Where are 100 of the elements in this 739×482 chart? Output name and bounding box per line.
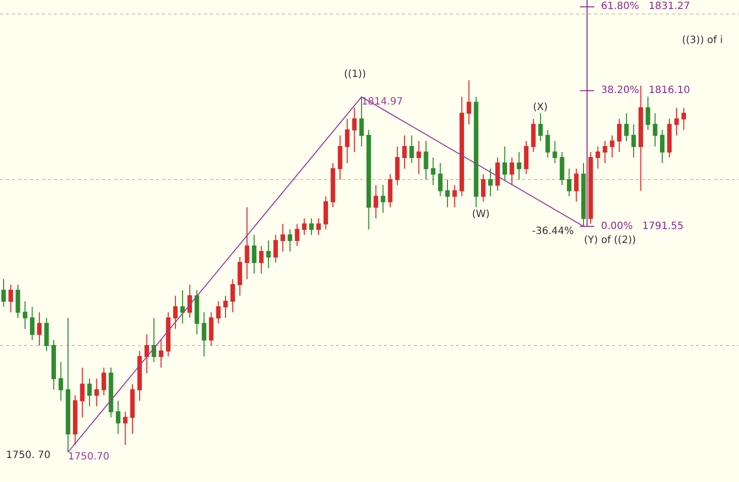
annotation: -36.44% <box>532 226 574 237</box>
candlestick <box>187 284 192 318</box>
candlestick <box>617 118 622 153</box>
candlestick <box>152 317 156 363</box>
candlestick <box>681 107 686 130</box>
candlestick <box>44 317 49 352</box>
candlestick <box>30 306 34 340</box>
candlestick <box>244 206 250 280</box>
candlestick <box>366 129 371 230</box>
candlestick <box>216 300 221 324</box>
candlestick <box>238 256 242 296</box>
annotation: ((3)) of i <box>682 35 723 46</box>
candlestick <box>409 134 414 164</box>
candlestick <box>8 284 13 313</box>
candlestick <box>424 140 428 180</box>
candlestick <box>588 152 593 224</box>
annotation: 1750. 70 <box>6 450 51 461</box>
candlestick <box>596 146 600 170</box>
candlestick <box>344 118 350 164</box>
candlestick <box>488 168 493 197</box>
candlestick <box>631 124 636 158</box>
candlestick <box>430 157 436 186</box>
candlestick <box>330 162 336 208</box>
candlestick <box>545 129 550 158</box>
candlestick <box>402 134 407 170</box>
candlestick <box>388 174 392 208</box>
candlestick <box>374 184 378 219</box>
candlestick <box>560 152 564 186</box>
candlestick <box>316 218 321 236</box>
candlestick <box>524 140 528 175</box>
candlestick <box>452 184 457 208</box>
ref-line-label: 38.20% 1816.10 <box>601 85 690 96</box>
candlestick <box>624 112 629 142</box>
candlestick <box>566 168 572 197</box>
candlestick <box>531 118 536 153</box>
candlestick <box>581 162 586 227</box>
data-label: 1750.70 <box>68 452 110 463</box>
ref-line-label: 0.00% 1791.55 <box>601 221 684 232</box>
candlestick <box>58 362 64 402</box>
candlestick <box>652 112 658 147</box>
candlestick <box>266 240 271 269</box>
annotation: (W) <box>472 209 490 220</box>
annotation: (Y) of ((2)) <box>584 235 636 246</box>
candlestick <box>474 96 478 208</box>
candlestick <box>610 134 614 158</box>
candlestick <box>602 140 608 164</box>
candlestick <box>166 312 170 358</box>
candlestick <box>302 218 307 236</box>
candlestick <box>460 96 464 197</box>
annotation: (X) <box>533 102 548 113</box>
candlestick <box>51 339 56 390</box>
candlestick <box>309 218 314 236</box>
candlestick <box>22 300 28 330</box>
candlestick <box>87 378 92 407</box>
candlestick <box>438 162 443 197</box>
candlestick <box>638 85 644 192</box>
candlestick <box>495 157 500 192</box>
candlestick <box>144 334 150 374</box>
annotation: ((1)) <box>344 69 366 80</box>
candlestick <box>538 112 543 142</box>
candlestick <box>108 367 114 418</box>
candlestick <box>123 411 128 446</box>
candlestick <box>208 312 214 346</box>
candlestick <box>502 146 507 180</box>
candlestick <box>288 228 292 252</box>
candlestick <box>230 278 235 313</box>
candlestick <box>273 234 278 264</box>
candlestick <box>660 129 664 164</box>
ref-line-label: 61.80% 1831.27 <box>601 1 690 12</box>
candlestick <box>158 339 164 368</box>
candlestick <box>180 290 185 324</box>
candlestick <box>223 295 228 318</box>
candlestick <box>516 152 522 180</box>
candlestick <box>1 278 6 308</box>
candlestick <box>510 157 514 186</box>
candlestick <box>16 284 20 318</box>
candlestick <box>94 378 99 407</box>
candlestick <box>137 350 142 402</box>
candlestick <box>173 295 178 330</box>
candlestick <box>80 367 85 418</box>
candlestick <box>259 245 264 274</box>
candlestick <box>194 290 200 335</box>
candlestick <box>252 234 256 274</box>
candlestick <box>352 107 357 153</box>
candlestick <box>416 140 422 175</box>
candlestick <box>324 196 328 230</box>
candlestick <box>116 400 120 434</box>
candlestick <box>445 179 450 208</box>
candlestick <box>466 80 472 125</box>
candlestick <box>294 223 300 246</box>
candlestick <box>481 174 486 202</box>
candlestick <box>280 223 286 252</box>
candlestick <box>574 168 579 202</box>
candlestick <box>37 312 42 346</box>
candlestick <box>130 384 135 434</box>
candlestick <box>359 96 364 147</box>
candlestick <box>646 96 650 130</box>
candlestick <box>202 312 206 358</box>
candlestick <box>552 140 558 164</box>
candlestick <box>66 317 70 453</box>
